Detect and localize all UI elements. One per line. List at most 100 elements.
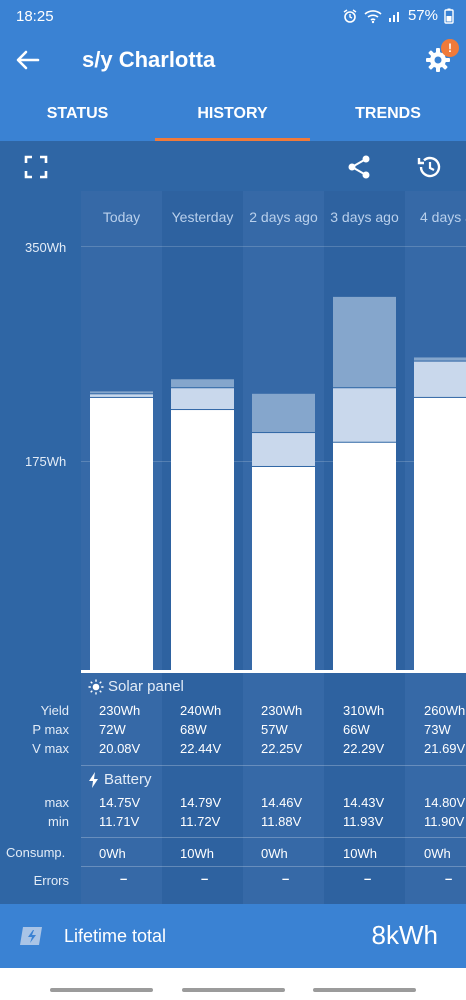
row-label-max: max bbox=[44, 795, 69, 810]
pmax-value: 57W bbox=[261, 722, 288, 737]
yield-value: 230Wh bbox=[261, 703, 303, 718]
row-label-errors: Errors bbox=[33, 873, 69, 888]
lifetime-total-bar: Lifetime total 8kWh bbox=[0, 904, 466, 968]
pmax-value: 68W bbox=[180, 722, 207, 737]
battery-section-title: Battery bbox=[88, 771, 152, 788]
bar-segment-divider bbox=[333, 441, 396, 443]
battery-section-label: Battery bbox=[104, 771, 152, 788]
battery-max-value: 14.46V bbox=[261, 795, 303, 810]
back-arrow-icon[interactable] bbox=[14, 46, 42, 74]
vmax-value: 20.08V bbox=[99, 741, 141, 756]
share-icon[interactable] bbox=[346, 154, 372, 180]
settings-gear-icon[interactable] bbox=[424, 46, 452, 74]
bar-segment-1 bbox=[333, 442, 396, 670]
sun-icon bbox=[88, 679, 104, 694]
bar-segment-3 bbox=[171, 379, 234, 388]
section-divider bbox=[81, 765, 466, 766]
vmax-value: 22.44V bbox=[180, 741, 222, 756]
battery-max-value: 14.79V bbox=[180, 795, 222, 810]
yield-value: 240Wh bbox=[180, 703, 222, 718]
day-label: 2 days ago bbox=[249, 209, 318, 225]
lifetime-solar-panel-icon bbox=[20, 927, 42, 945]
tab-bar: STATUS HISTORY TRENDS bbox=[0, 86, 466, 141]
bar-segment-1 bbox=[414, 397, 466, 670]
battery-icon bbox=[444, 8, 454, 24]
consumption-value: 0Wh bbox=[99, 846, 126, 861]
bar-segment-divider bbox=[414, 360, 466, 362]
lightning-bolt-icon bbox=[89, 771, 98, 788]
bar-segment-3 bbox=[252, 393, 315, 433]
row-label-vmax: V max bbox=[32, 741, 69, 756]
consumption-value: 0Wh bbox=[424, 846, 451, 861]
history-toolbar bbox=[0, 141, 466, 191]
consumption-value: 10Wh bbox=[343, 846, 377, 861]
app-bar: s/y Charlotta ! bbox=[0, 34, 466, 86]
nav-gesture-handle[interactable] bbox=[50, 988, 153, 992]
status-icons: 57% bbox=[342, 7, 454, 24]
tab-status[interactable]: STATUS bbox=[46, 105, 109, 122]
day-label: Today bbox=[102, 209, 141, 225]
bar-segment-2 bbox=[171, 387, 234, 410]
errors-value: – bbox=[364, 871, 372, 886]
settings-alert-badge: ! bbox=[441, 39, 459, 57]
row-label-column bbox=[0, 191, 81, 904]
consumption-value: 0Wh bbox=[261, 846, 288, 861]
bar-segment-1 bbox=[90, 397, 153, 670]
yield-value: 310Wh bbox=[343, 703, 385, 718]
bar-segment-divider bbox=[333, 387, 396, 389]
tab-history[interactable]: HISTORY bbox=[197, 105, 268, 122]
solar-section-title: Solar panel bbox=[88, 678, 184, 695]
bar-segment-1 bbox=[171, 409, 234, 670]
section-divider bbox=[81, 866, 466, 867]
pmax-value: 73W bbox=[424, 722, 451, 737]
vmax-value: 22.29V bbox=[343, 741, 385, 756]
history-icon[interactable] bbox=[416, 154, 442, 180]
bar-segment-2 bbox=[414, 361, 466, 398]
bar-segment-2 bbox=[90, 393, 153, 398]
y-axis-tick-350: 350Wh bbox=[25, 240, 67, 255]
bar-segment-divider bbox=[90, 393, 153, 395]
yield-bar-chart bbox=[90, 296, 466, 670]
bar-segment-divider bbox=[90, 396, 153, 398]
system-nav-bar bbox=[0, 968, 466, 1000]
day-label: 4 days a bbox=[420, 209, 466, 225]
section-divider bbox=[81, 837, 466, 838]
vmax-value: 21.69V bbox=[424, 741, 466, 756]
fullscreen-icon[interactable] bbox=[23, 154, 49, 180]
y-axis-tick-175: 175Wh bbox=[25, 454, 67, 469]
page-title: s/y Charlotta bbox=[82, 47, 216, 72]
battery-min-value: 11.90V bbox=[424, 814, 465, 829]
tab-trends[interactable]: TRENDS bbox=[355, 105, 421, 122]
battery-max-value: 14.75V bbox=[99, 795, 141, 810]
yield-value: 230Wh bbox=[99, 703, 141, 718]
bar-segment-3 bbox=[333, 296, 396, 388]
history-panel[interactable]: Today Yesterday 2 days ago 3 days ago 4 … bbox=[0, 191, 466, 904]
nav-gesture-handle[interactable] bbox=[313, 988, 416, 992]
battery-min-value: 11.71V bbox=[99, 814, 140, 829]
status-bar: 18:25 57% bbox=[0, 0, 466, 34]
bar-segment-divider bbox=[252, 465, 315, 467]
battery-percent: 57% bbox=[407, 7, 438, 24]
battery-min-value: 11.72V bbox=[180, 814, 221, 829]
bar-segment-divider bbox=[171, 387, 234, 389]
pmax-value: 66W bbox=[343, 722, 370, 737]
bar-segment-2 bbox=[252, 432, 315, 467]
status-time: 18:25 bbox=[16, 8, 54, 25]
day-label: Yesterday bbox=[171, 209, 234, 225]
row-label-min: min bbox=[48, 814, 69, 829]
lifetime-total-label: Lifetime total bbox=[64, 926, 167, 946]
solar-section-label: Solar panel bbox=[108, 678, 184, 695]
yield-value: 260Wh bbox=[424, 703, 466, 718]
errors-value: – bbox=[120, 871, 128, 886]
alarm-icon bbox=[343, 8, 357, 23]
signal-icon bbox=[388, 11, 399, 22]
bar-segment-divider bbox=[414, 396, 466, 398]
battery-max-value: 14.43V bbox=[343, 795, 385, 810]
battery-min-value: 11.88V bbox=[261, 814, 302, 829]
nav-gesture-handle[interactable] bbox=[182, 988, 285, 992]
row-label-consumption: Consump. bbox=[6, 845, 66, 860]
lifetime-total-value: 8kWh bbox=[371, 920, 438, 950]
tab-active-indicator bbox=[155, 138, 310, 141]
bar-segment-divider bbox=[252, 432, 315, 434]
battery-max-value: 14.80V bbox=[424, 795, 466, 810]
